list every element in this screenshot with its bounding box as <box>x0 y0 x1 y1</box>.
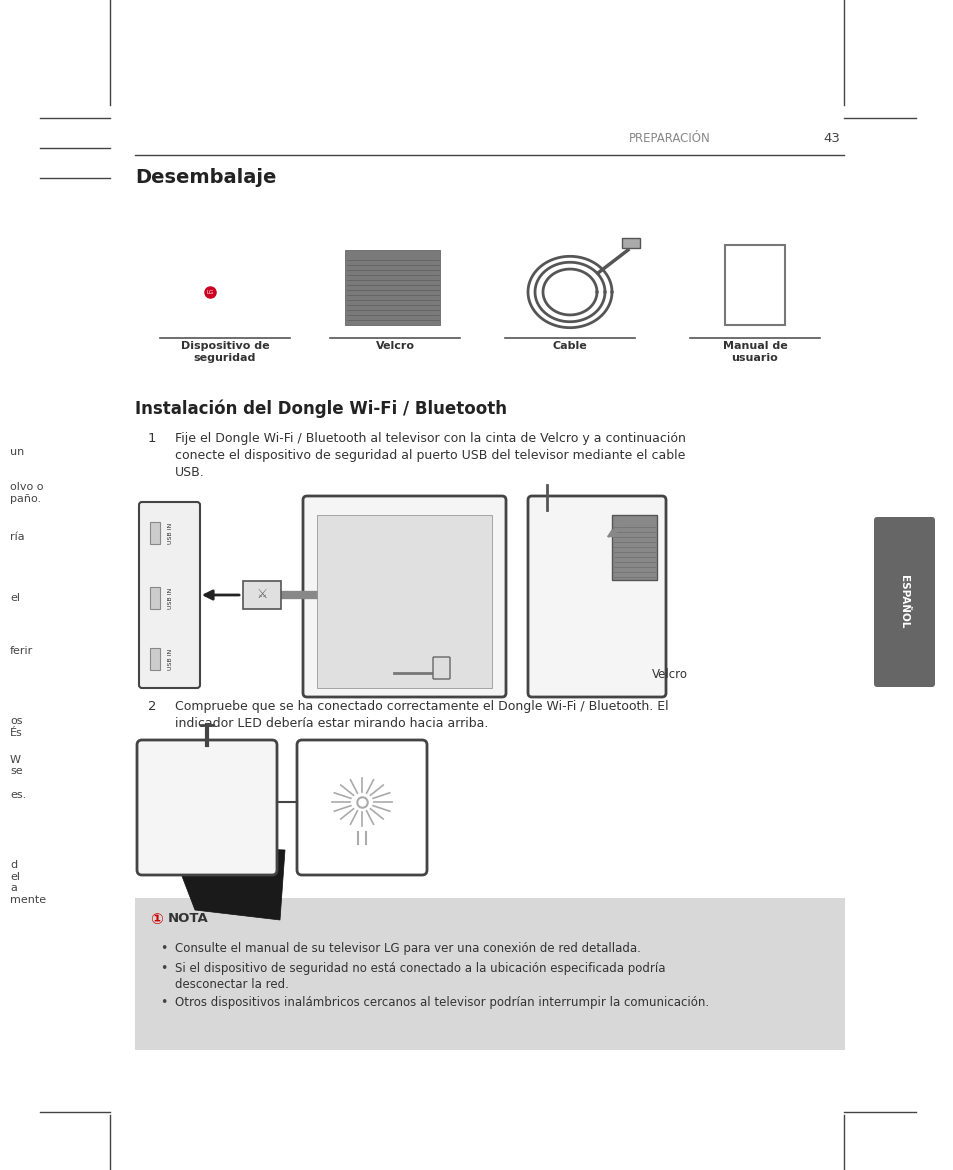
Text: •: • <box>160 942 167 955</box>
FancyBboxPatch shape <box>873 517 934 687</box>
Text: Dispositivo de
seguridad: Dispositivo de seguridad <box>180 340 269 364</box>
Bar <box>150 587 160 610</box>
Text: ①: ① <box>150 911 163 927</box>
Text: Si el dispositivo de seguridad no está conectado a la ubicación especificada pod: Si el dispositivo de seguridad no está c… <box>174 962 665 991</box>
Text: NOTA: NOTA <box>168 911 209 925</box>
Bar <box>724 245 784 325</box>
Bar <box>345 250 439 325</box>
Text: ría: ría <box>10 532 25 543</box>
Text: 43: 43 <box>822 132 840 145</box>
Text: d
el
a
mente: d el a mente <box>10 860 46 904</box>
Text: Cable: Cable <box>552 340 587 351</box>
Bar <box>243 581 281 610</box>
Text: Compruebe que se ha conectado correctamente el Dongle Wi-Fi / Bluetooth. El
indi: Compruebe que se ha conectado correctame… <box>174 700 668 730</box>
Bar <box>316 515 492 688</box>
Text: Velcro: Velcro <box>651 668 687 681</box>
Polygon shape <box>170 845 285 920</box>
Text: Fije el Dongle Wi-Fi / Bluetooth al televisor con la cinta de Velcro y a continu: Fije el Dongle Wi-Fi / Bluetooth al tele… <box>174 432 685 479</box>
Text: ESPAÑOL: ESPAÑOL <box>898 576 908 628</box>
Text: Instalación del Dongle Wi-Fi / Bluetooth: Instalación del Dongle Wi-Fi / Bluetooth <box>135 400 506 419</box>
Text: ⚔: ⚔ <box>256 587 268 600</box>
Text: ferir: ferir <box>10 646 33 656</box>
Text: un: un <box>10 447 24 457</box>
Text: olvo o
paño.: olvo o paño. <box>10 482 44 503</box>
Bar <box>621 238 639 248</box>
FancyBboxPatch shape <box>139 502 200 688</box>
Text: el: el <box>10 593 20 604</box>
FancyBboxPatch shape <box>303 496 505 697</box>
FancyBboxPatch shape <box>296 739 427 875</box>
Bar <box>150 648 160 670</box>
Text: es.: es. <box>10 790 27 800</box>
Text: 2: 2 <box>148 700 156 713</box>
Text: Consulte el manual de su televisor LG para ver una conexión de red detallada.: Consulte el manual de su televisor LG pa… <box>174 942 640 955</box>
Text: LG: LG <box>206 289 213 295</box>
Text: •: • <box>160 962 167 975</box>
Text: USB IN: USB IN <box>168 522 172 544</box>
Text: Manual de
usuario: Manual de usuario <box>721 340 786 364</box>
FancyBboxPatch shape <box>137 739 276 875</box>
FancyBboxPatch shape <box>527 496 665 697</box>
Bar <box>135 899 844 1049</box>
Text: W
se: W se <box>10 755 23 776</box>
Text: Otros dispositivos inalámbricos cercanos al televisor podrían interrumpir la com: Otros dispositivos inalámbricos cercanos… <box>174 996 708 1009</box>
Text: Velcro: Velcro <box>375 340 414 351</box>
Text: USB IN: USB IN <box>168 587 172 608</box>
Text: USB IN: USB IN <box>168 648 172 669</box>
Bar <box>150 522 160 544</box>
Text: •: • <box>160 996 167 1009</box>
Text: 1: 1 <box>148 432 156 445</box>
Text: Desembalaje: Desembalaje <box>135 168 276 187</box>
FancyBboxPatch shape <box>433 658 450 679</box>
Bar <box>612 515 657 580</box>
Text: PREPARACIÓN: PREPARACIÓN <box>628 132 710 145</box>
Text: os
És: os És <box>10 716 23 737</box>
